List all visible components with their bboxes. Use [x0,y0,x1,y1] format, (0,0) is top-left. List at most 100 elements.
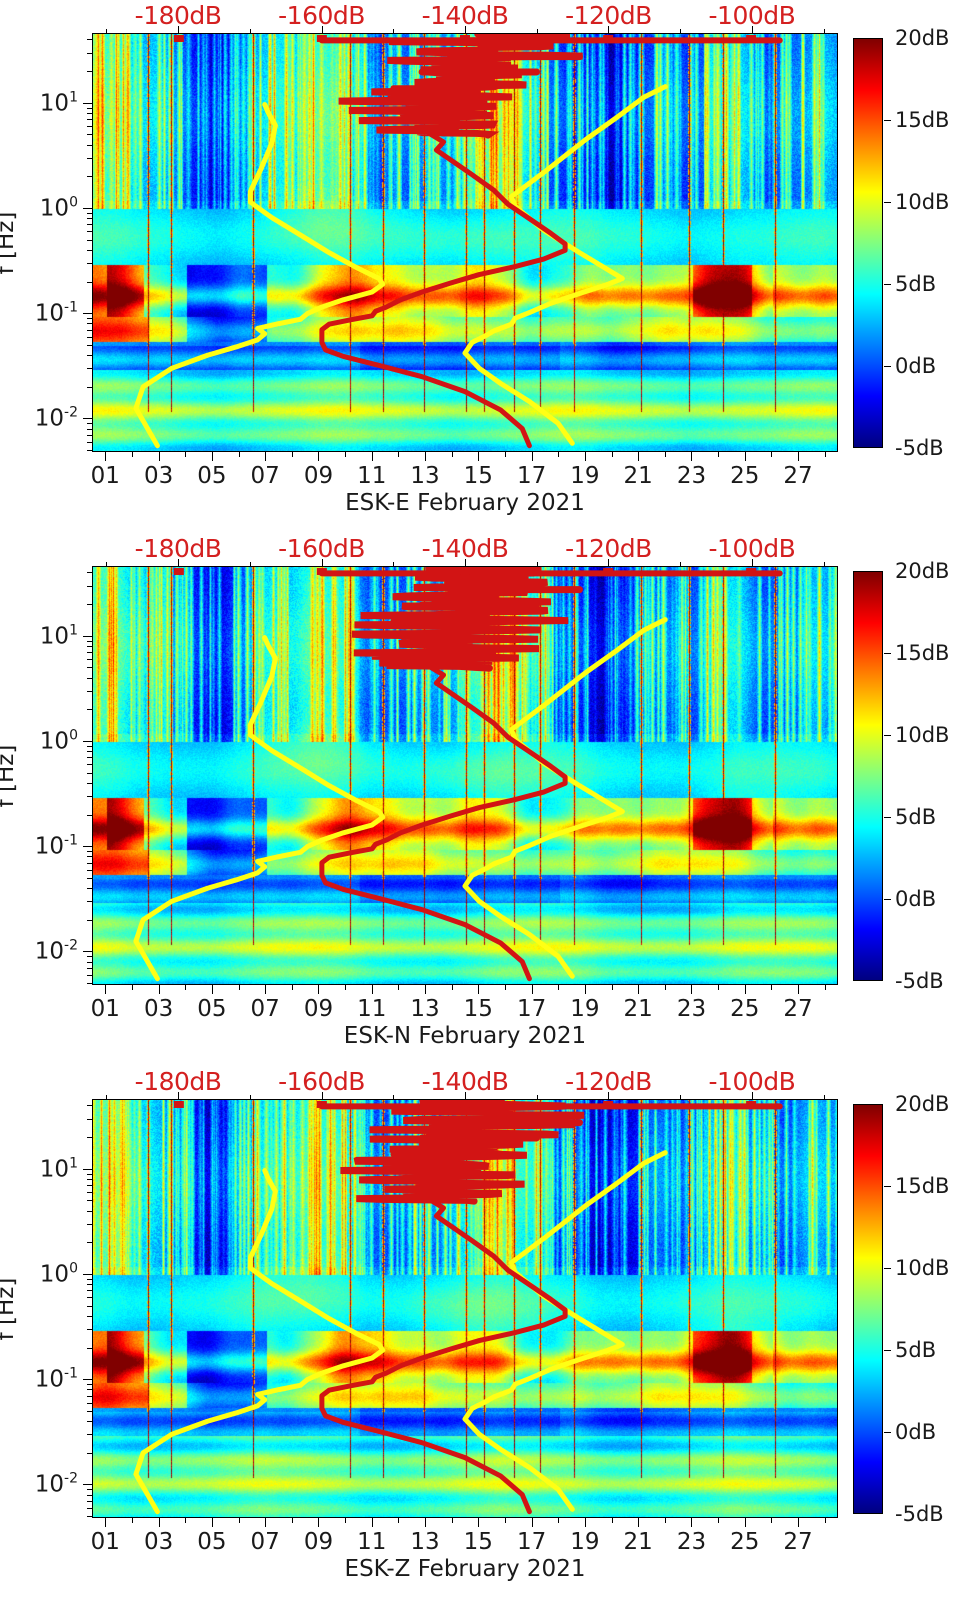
top-axis-minor-tick [823,1095,825,1099]
day-axis-label: 25 [730,996,760,1022]
day-axis-tick [105,1518,107,1527]
frequency-axis-minor-tick [87,1278,92,1280]
day-axis-minor-tick [398,452,400,457]
day-axis-label: 27 [783,463,813,489]
day-axis-tick [211,1518,213,1527]
frequency-axis-minor-tick [87,1507,92,1509]
colorbar-label: 5dB [895,272,937,296]
day-axis-label: 01 [90,1529,120,1555]
day-axis-minor-tick [345,1518,347,1523]
spectrogram-plot-area [92,33,838,452]
frequency-axis-minor-tick [87,667,92,669]
frequency-axis-minor-tick [87,645,92,647]
colorbar-tick [884,120,891,121]
top-axis-label: -140dB [421,534,509,563]
top-axis-minor-tick [106,1095,108,1099]
day-axis-minor-tick [771,452,773,457]
colorbar-label: 0dB [895,887,937,911]
day-axis-label: 13 [410,463,440,489]
frequency-axis-minor-tick [87,428,92,430]
frequency-axis-minor-tick [87,869,92,871]
day-axis-label: 15 [463,996,493,1022]
day-axis-label: 21 [623,996,653,1022]
top-axis-minor-tick [536,1095,538,1099]
top-axis-minor-tick [249,1095,251,1099]
frequency-axis-minor-tick [87,1489,92,1491]
frequency-axis-minor-tick [87,1494,92,1496]
frequency-axis-minor-tick [87,572,92,574]
frequency-axis-minor-tick [87,329,92,331]
frequency-axis-minor-tick [87,652,92,654]
frequency-axis-minor-tick [87,1329,92,1330]
frequency-axis-minor-tick [87,640,92,642]
day-axis-label: 17 [516,463,547,489]
day-axis-minor-tick [558,985,560,990]
frequency-axis-label: 100 [39,194,78,222]
frequency-axis-minor-tick [87,659,92,661]
frequency-axis-tick [83,635,92,637]
day-axis-minor-tick [131,452,133,457]
top-axis-tick [751,1092,753,1099]
day-axis-tick [638,452,640,461]
frequency-axis-minor-tick [87,386,92,388]
frequency-axis-label: 101 [39,89,78,117]
top-axis-minor-tick [536,562,538,566]
day-axis-minor-tick [824,1518,826,1523]
frequency-axis-tick [83,740,92,742]
frequency-axis-minor-tick [87,1389,92,1391]
day-axis-minor-tick [558,452,560,457]
frequency-axis-minor-tick [87,441,92,443]
day-axis-label: 11 [357,463,387,489]
day-axis-tick [691,452,693,461]
spectrogram-plot-area [92,566,838,985]
day-axis-label: 05 [197,1529,227,1555]
frequency-axis-minor-tick [87,126,92,128]
frequency-axis-label: 101 [39,622,78,650]
day-axis-minor-tick [131,1518,133,1523]
frequency-axis-minor-tick [87,1410,92,1412]
frequency-axis-minor-tick [87,281,92,283]
day-axis-minor-tick [291,985,293,990]
day-axis-label: 23 [676,996,707,1022]
top-axis-minor-tick [249,562,251,566]
day-axis-label: 13 [410,996,440,1022]
frequency-axis-minor-tick [87,434,92,436]
frequency-axis-minor-tick [87,1402,92,1404]
day-axis-minor-tick [291,1518,293,1523]
colorbar-label: 15dB [895,1174,950,1198]
frequency-axis-label: 101 [39,1155,78,1183]
frequency-axis-minor-tick [87,745,92,747]
frequency-axis-minor-tick [87,1185,92,1187]
frequency-axis-minor-tick [87,862,92,864]
frequency-axis-label: 10-1 [34,832,78,860]
day-axis-tick [425,1518,427,1527]
day-axis-minor-tick [664,985,666,990]
day-axis-minor-tick [824,985,826,990]
panel-esk-e: -180dB -160dB -140dB -120dB -100dB 01 03 05 07 09… [0,0,962,533]
top-axis-label: -120dB [565,1067,652,1096]
top-axis-label: -180dB [134,534,222,563]
day-axis-tick [318,452,320,461]
frequency-axis-minor-tick [87,1434,92,1436]
day-axis-tick [265,452,267,461]
top-axis-minor-tick [680,29,682,33]
frequency-axis-minor-tick [87,1297,92,1299]
colorbar-label: 10dB [895,190,950,214]
day-axis-label: 17 [516,1529,547,1555]
frequency-axis-minor-tick [87,1173,92,1175]
colorbar-tick [884,284,891,285]
colorbar-tick [884,817,891,818]
frequency-axis-label: 10-2 [34,938,78,965]
frequency-axis-minor-tick [87,1290,92,1292]
day-axis-tick [584,452,586,461]
colorbar [853,38,883,448]
day-axis-tick [798,985,800,994]
day-axis-tick [798,452,800,461]
colorbar-tick [884,202,891,203]
top-axis-minor-tick [823,29,825,33]
colorbar-label: 0dB [895,1420,937,1444]
frequency-axis-tick [83,313,92,315]
day-axis-tick [158,1518,160,1527]
frequency-axis-minor-tick [87,1347,92,1349]
noise-model-overlay [133,1100,783,1515]
